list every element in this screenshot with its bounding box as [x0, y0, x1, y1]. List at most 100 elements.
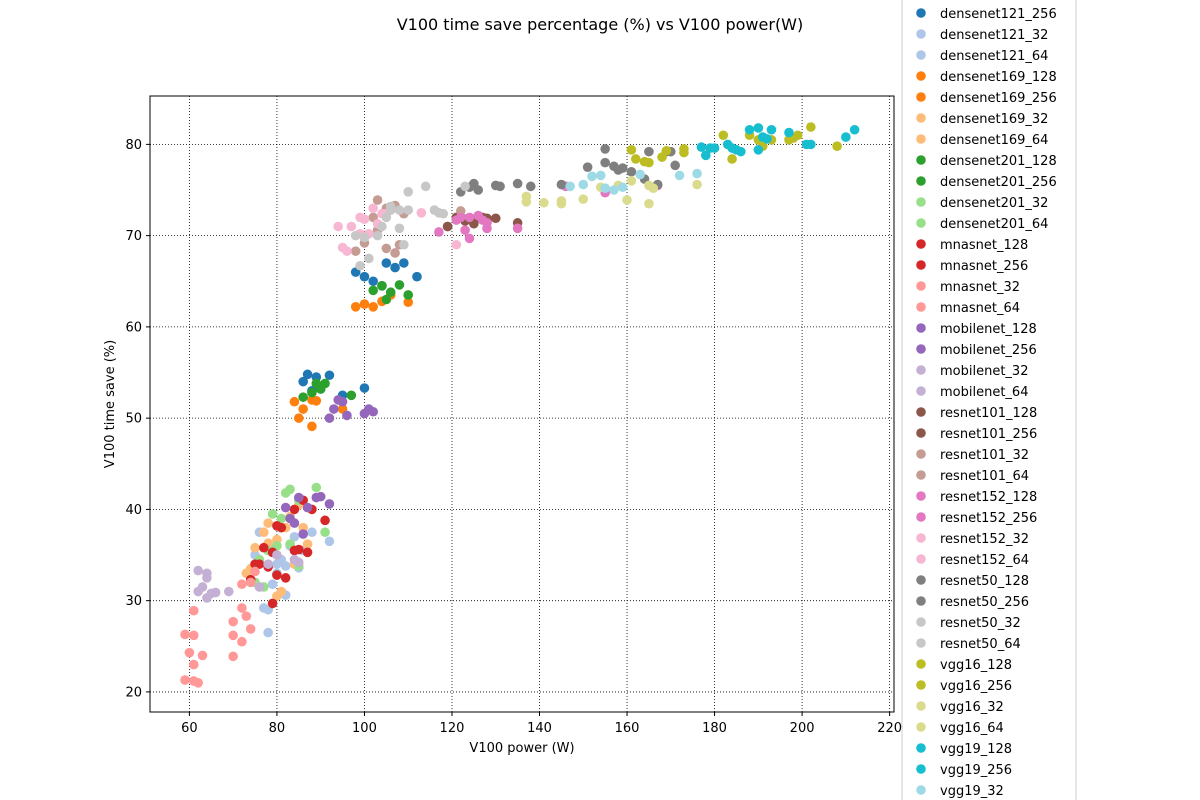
legend-marker [916, 491, 926, 501]
legend-item: vgg16_128 [916, 658, 1012, 673]
data-point [258, 527, 269, 538]
legend-marker [916, 365, 926, 375]
series-densenet201_256 [298, 378, 357, 402]
data-point [696, 142, 707, 152]
chart-title: V100 time save percentage (%) vs V100 po… [397, 15, 804, 34]
data-point [180, 675, 190, 685]
legend-marker [916, 743, 926, 753]
data-point [368, 203, 379, 214]
legend-label: resnet101_256 [940, 427, 1037, 442]
legend-item: vgg16_32 [916, 700, 1004, 715]
data-point [525, 181, 536, 192]
legend-marker [916, 113, 926, 123]
data-point [784, 127, 794, 138]
legend-marker [916, 701, 926, 711]
data-point [399, 239, 409, 250]
data-point [180, 629, 190, 640]
legend-label: vgg16_128 [940, 658, 1012, 673]
data-point [250, 559, 260, 569]
data-point [368, 285, 379, 296]
data-point [324, 413, 335, 423]
legend-label: mobilenet_128 [940, 322, 1037, 337]
legend-marker [916, 554, 926, 564]
y-tick-label: 80 [125, 138, 142, 153]
series-vgg16_64 [521, 176, 659, 207]
data-point [329, 404, 339, 414]
data-point [298, 529, 308, 539]
data-point [250, 542, 260, 553]
data-point [661, 145, 672, 156]
data-point [193, 565, 203, 576]
legend-marker [916, 638, 926, 648]
data-point [582, 162, 593, 172]
legend-marker [916, 260, 926, 270]
data-point [420, 181, 431, 192]
data-point [390, 262, 400, 273]
data-point [416, 208, 427, 218]
data-point [276, 586, 287, 597]
legend-label: densenet121_256 [940, 7, 1057, 22]
legend-marker [916, 134, 926, 144]
legend-label: mobilenet_64 [940, 385, 1028, 400]
data-point [679, 144, 689, 154]
legend-marker [916, 764, 926, 774]
legend-marker [916, 722, 926, 732]
data-point [267, 509, 278, 519]
legend-label: densenet169_64 [940, 133, 1048, 148]
data-point [267, 598, 278, 609]
data-point [359, 383, 370, 393]
data-point [228, 616, 238, 627]
data-point [718, 130, 729, 141]
legend-item: mnasnet_128 [916, 238, 1028, 253]
data-point [451, 239, 462, 250]
data-point [307, 421, 317, 432]
data-point [324, 536, 335, 547]
data-point [368, 302, 379, 312]
data-point [311, 396, 322, 406]
data-point [289, 504, 300, 515]
data-point [753, 123, 764, 133]
y-tick-label: 60 [125, 320, 142, 335]
x-tick-label: 140 [527, 721, 552, 736]
data-point [617, 182, 628, 193]
axis-ticks: 60 80 100 120 140 160 180 200 220 20 30 40 50 60 70 80 [125, 138, 902, 736]
data-point [403, 290, 414, 300]
data-point [521, 197, 532, 207]
data-point [512, 178, 523, 189]
data-point [381, 212, 392, 223]
legend-marker [916, 407, 926, 417]
data-point [412, 271, 422, 282]
data-point [267, 579, 278, 590]
data-point [394, 205, 405, 215]
data-point [197, 650, 208, 661]
legend-label: vgg16_64 [940, 721, 1004, 736]
data-point [294, 544, 304, 555]
data-point [245, 624, 256, 634]
legend-label: resnet152_32 [940, 532, 1029, 547]
data-point [600, 144, 610, 154]
legend-label: vgg19_256 [940, 763, 1012, 778]
data-point [727, 154, 737, 164]
legend-item: vgg16_64 [916, 721, 1004, 736]
data-point [302, 539, 313, 549]
data-point [539, 197, 549, 208]
legend-item: mobilenet_64 [916, 385, 1028, 400]
legend-label: mobilenet_32 [940, 364, 1028, 379]
legend-marker [916, 470, 926, 480]
legend-label: mnasnet_256 [940, 259, 1028, 274]
data-point [565, 181, 575, 192]
data-point [381, 294, 392, 305]
legend-marker [916, 617, 926, 627]
data-point [307, 387, 317, 398]
data-point [626, 166, 637, 177]
legend-label: mnasnet_128 [940, 238, 1028, 253]
data-point [442, 221, 453, 232]
data-point [298, 376, 308, 387]
legend-marker [916, 344, 926, 354]
y-tick-label: 50 [125, 412, 142, 427]
legend-item: densenet169_256 [916, 91, 1057, 106]
legend-item: vgg19_32 [916, 784, 1004, 799]
data-point [364, 253, 374, 264]
legend-label: resnet50_128 [940, 574, 1029, 589]
data-point [359, 214, 370, 224]
